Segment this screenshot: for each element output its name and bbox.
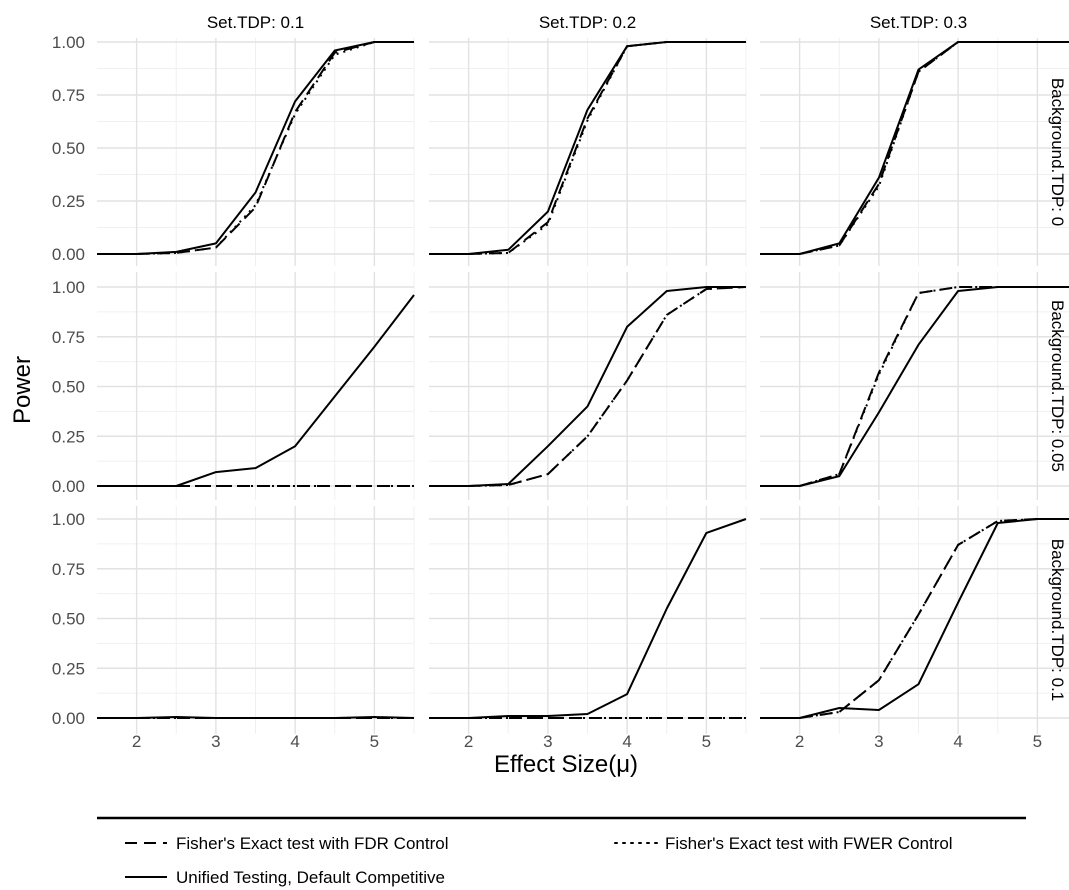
x-tick-label: 5 [370, 732, 379, 751]
y-tick-label: 0.25 [52, 427, 85, 446]
x-tick-label: 5 [702, 732, 711, 751]
column-strip-label: Set.TDP: 0.2 [539, 13, 636, 32]
y-tick-label: 0.25 [52, 192, 85, 211]
series-line-unified [760, 518, 1069, 719]
y-tick-label: 0.75 [52, 86, 85, 105]
y-tick-label: 0.75 [52, 560, 85, 579]
series-line-unified [760, 41, 1069, 255]
y-tick-label: 1.00 [52, 278, 85, 297]
x-tick-label: 4 [290, 732, 299, 751]
series-line-fwer [429, 286, 747, 487]
row-strip-label: Background.TDP: 0.05 [1048, 300, 1067, 472]
legend-label-unified: Unified Testing, Default Competitive [176, 868, 445, 887]
x-tick-label: 4 [953, 732, 962, 751]
series-line-unified [429, 41, 746, 255]
row-strip-label: Background.TDP: 0 [1048, 78, 1067, 226]
column-strip-label: Set.TDP: 0.3 [870, 13, 967, 32]
series-line-unified [97, 716, 415, 719]
x-tick-label: 5 [1033, 732, 1042, 751]
row-strip-label: Background.TDP: 0.1 [1048, 539, 1067, 702]
y-tick-label: 0.50 [52, 378, 85, 397]
y-tick-label: 0.00 [52, 709, 85, 728]
legend: Fisher's Exact test with FDR Control Fis… [125, 834, 953, 887]
y-tick-label: 0.00 [52, 245, 85, 264]
panel-background [760, 38, 1069, 266]
x-tick-label: 3 [874, 732, 883, 751]
series-layer [97, 41, 1069, 719]
y-tick-label: 0.25 [52, 659, 85, 678]
series-line-unified [429, 518, 747, 719]
series-line-unified [97, 41, 414, 255]
y-tick-label: 0.50 [52, 610, 85, 629]
y-tick-label: 1.00 [52, 510, 85, 529]
series-line-unified [760, 286, 1069, 487]
legend-label-fdr: Fisher's Exact test with FDR Control [176, 834, 448, 853]
y-tick-label: 1.00 [52, 33, 85, 52]
x-tick-label: 3 [211, 732, 220, 751]
legend-label-fwer: Fisher's Exact test with FWER Control [665, 834, 953, 853]
y-tick-label: 0.75 [52, 328, 85, 347]
series-line-fwer [429, 41, 746, 255]
x-axis-title: Effect Size(μ) [494, 751, 638, 778]
x-tick-label: 3 [543, 732, 552, 751]
x-tick-label: 4 [622, 732, 631, 751]
column-strip-label: Set.TDP: 0.1 [207, 13, 304, 32]
y-axis-title: Power [9, 356, 36, 424]
label-layer: 0.00 0.25 0.50 0.75 1.00 0.00 0.25 0.50 0.75 1.00… [52, 13, 1067, 751]
series-line-unified [429, 286, 746, 487]
y-tick-label: 0.00 [52, 477, 85, 496]
x-tick-label: 2 [132, 732, 141, 751]
x-tick-label: 2 [795, 732, 804, 751]
x-tick-label: 2 [464, 732, 473, 751]
grid-layer [97, 38, 1069, 734]
y-tick-label: 0.50 [52, 139, 85, 158]
series-line-unified [97, 294, 415, 487]
